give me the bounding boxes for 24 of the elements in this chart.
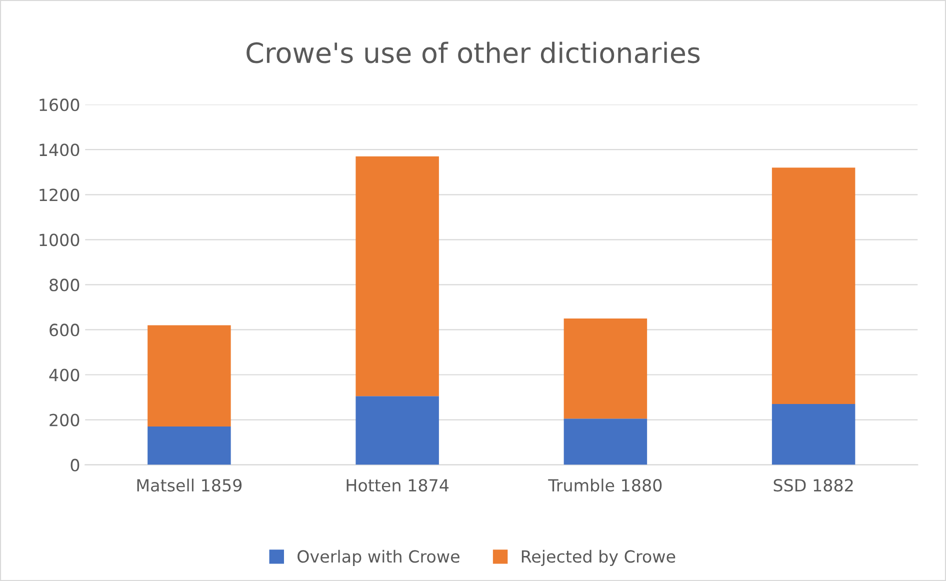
x-tick-label: Hotten 1874: [346, 478, 449, 492]
bar: [564, 418, 648, 465]
bar: [772, 404, 856, 465]
legend-label: Rejected by Crowe: [522, 550, 676, 566]
legend-label: Overlap with Crowe: [298, 550, 460, 566]
x-tick-label: SSD 1882: [774, 478, 853, 492]
bar: [148, 426, 231, 465]
y-tick-label: 1200: [40, 188, 80, 202]
bar: [772, 168, 856, 404]
y-tick-label: 600: [50, 324, 80, 336]
x-tick-label: Trumble 1880: [548, 478, 662, 492]
bar: [148, 325, 231, 427]
bar: [356, 156, 439, 396]
y-tick-label: 400: [49, 368, 80, 382]
y-tick-label: 0: [70, 458, 80, 472]
y-tick-label: 800: [50, 278, 80, 292]
y-tick-label: 1600: [40, 98, 80, 112]
x-tick-label: Matsell 1859: [137, 478, 242, 492]
bar: [564, 318, 648, 419]
y-tick-label: 1400: [40, 144, 80, 156]
y-tick-label: 1000: [40, 234, 80, 246]
chart-title: Crowe's use of other dictionaries: [246, 42, 700, 64]
bar: [356, 396, 439, 465]
y-tick-label: 200: [50, 414, 80, 426]
